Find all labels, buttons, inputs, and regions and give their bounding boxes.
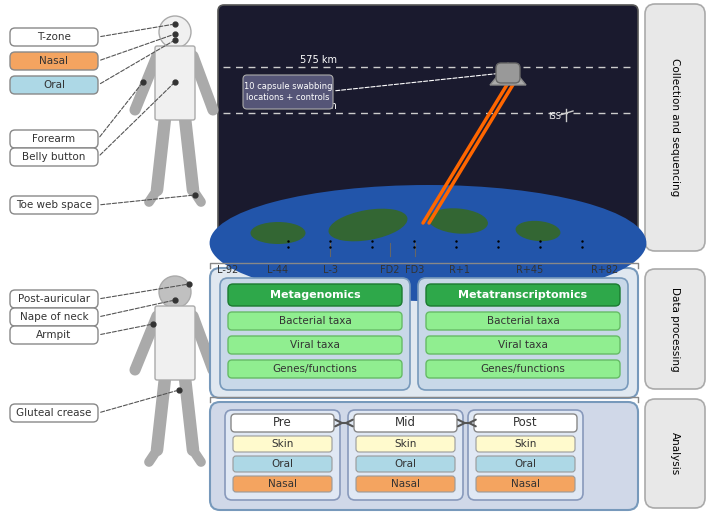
Ellipse shape [428, 208, 488, 234]
Polygon shape [490, 63, 526, 85]
FancyBboxPatch shape [10, 28, 98, 46]
FancyBboxPatch shape [10, 52, 98, 70]
Text: Nasal: Nasal [511, 479, 540, 489]
FancyBboxPatch shape [10, 290, 98, 308]
Text: Oral: Oral [394, 459, 416, 469]
Text: Viral taxa: Viral taxa [290, 340, 340, 350]
Text: Nape of neck: Nape of neck [20, 312, 89, 322]
Text: L-3: L-3 [323, 265, 337, 275]
Text: Oral: Oral [515, 459, 537, 469]
FancyBboxPatch shape [348, 410, 463, 500]
FancyBboxPatch shape [468, 410, 583, 500]
FancyBboxPatch shape [10, 326, 98, 344]
FancyBboxPatch shape [496, 63, 520, 83]
FancyBboxPatch shape [155, 46, 195, 120]
Text: Nasal: Nasal [391, 479, 420, 489]
FancyBboxPatch shape [243, 75, 333, 109]
Ellipse shape [210, 185, 647, 301]
FancyBboxPatch shape [10, 76, 98, 94]
Text: Nasal: Nasal [40, 56, 69, 66]
FancyBboxPatch shape [476, 436, 575, 452]
FancyBboxPatch shape [225, 410, 340, 500]
FancyBboxPatch shape [233, 456, 332, 472]
FancyBboxPatch shape [645, 399, 705, 508]
Text: Post: Post [513, 417, 538, 430]
FancyBboxPatch shape [220, 278, 410, 390]
Text: R+45: R+45 [516, 265, 544, 275]
Text: Skin: Skin [514, 439, 537, 449]
Text: Oral: Oral [43, 80, 65, 90]
Text: L-44: L-44 [267, 265, 289, 275]
Text: Armpit: Armpit [36, 330, 72, 340]
Text: Bacterial taxa: Bacterial taxa [279, 316, 352, 326]
Text: R+1: R+1 [450, 265, 471, 275]
FancyBboxPatch shape [476, 456, 575, 472]
Text: Gluteal crease: Gluteal crease [16, 408, 91, 418]
FancyBboxPatch shape [426, 360, 620, 378]
FancyBboxPatch shape [10, 196, 98, 214]
Text: FD2: FD2 [380, 265, 400, 275]
FancyBboxPatch shape [645, 4, 705, 251]
FancyBboxPatch shape [10, 404, 98, 422]
Circle shape [159, 276, 191, 308]
Text: Mid: Mid [395, 417, 416, 430]
FancyBboxPatch shape [356, 436, 455, 452]
Text: Belly button: Belly button [22, 152, 86, 162]
Text: ISS: ISS [548, 112, 561, 121]
FancyBboxPatch shape [474, 414, 577, 432]
FancyBboxPatch shape [210, 402, 638, 510]
Text: 10 capsule swabbing
locations + controls: 10 capsule swabbing locations + controls [244, 82, 333, 102]
Circle shape [159, 16, 191, 48]
Text: Oral: Oral [272, 459, 294, 469]
Text: Metagenomics: Metagenomics [269, 290, 360, 300]
Text: Collection and sequencing: Collection and sequencing [670, 58, 680, 196]
FancyBboxPatch shape [10, 148, 98, 166]
FancyBboxPatch shape [356, 456, 455, 472]
FancyBboxPatch shape [354, 414, 457, 432]
Text: Metatranscriptomics: Metatranscriptomics [459, 290, 588, 300]
FancyBboxPatch shape [426, 336, 620, 354]
FancyBboxPatch shape [476, 476, 575, 492]
Text: Data processing: Data processing [670, 287, 680, 371]
FancyBboxPatch shape [210, 268, 638, 398]
FancyBboxPatch shape [233, 476, 332, 492]
FancyBboxPatch shape [426, 284, 620, 306]
Text: Genes/functions: Genes/functions [272, 364, 357, 374]
Text: Toe web space: Toe web space [16, 200, 92, 210]
Text: Analysis: Analysis [670, 432, 680, 475]
Ellipse shape [328, 209, 408, 241]
Text: T-zone: T-zone [37, 32, 71, 42]
Text: Skin: Skin [394, 439, 417, 449]
FancyBboxPatch shape [228, 336, 402, 354]
FancyBboxPatch shape [426, 312, 620, 330]
FancyBboxPatch shape [228, 284, 402, 306]
FancyBboxPatch shape [233, 436, 332, 452]
FancyBboxPatch shape [645, 269, 705, 389]
Ellipse shape [250, 222, 306, 244]
Text: Bacterial taxa: Bacterial taxa [486, 316, 559, 326]
Text: Nasal: Nasal [268, 479, 297, 489]
FancyBboxPatch shape [155, 306, 195, 380]
Text: Pre: Pre [273, 417, 292, 430]
FancyBboxPatch shape [228, 360, 402, 378]
FancyBboxPatch shape [10, 308, 98, 326]
Text: Viral taxa: Viral taxa [498, 340, 548, 350]
FancyBboxPatch shape [356, 476, 455, 492]
FancyBboxPatch shape [218, 5, 638, 253]
FancyBboxPatch shape [10, 130, 98, 148]
FancyBboxPatch shape [418, 278, 628, 390]
Text: Post-auricular: Post-auricular [18, 294, 90, 304]
Text: Forearm: Forearm [33, 134, 76, 144]
Text: L-92: L-92 [218, 265, 239, 275]
Text: Skin: Skin [272, 439, 294, 449]
Text: 575 km: 575 km [300, 55, 337, 65]
Text: Genes/functions: Genes/functions [481, 364, 566, 374]
Text: FD3: FD3 [406, 265, 425, 275]
Text: R+82: R+82 [591, 265, 619, 275]
FancyBboxPatch shape [231, 414, 334, 432]
FancyBboxPatch shape [228, 312, 402, 330]
Text: 420 km: 420 km [300, 101, 337, 111]
Ellipse shape [515, 221, 560, 241]
